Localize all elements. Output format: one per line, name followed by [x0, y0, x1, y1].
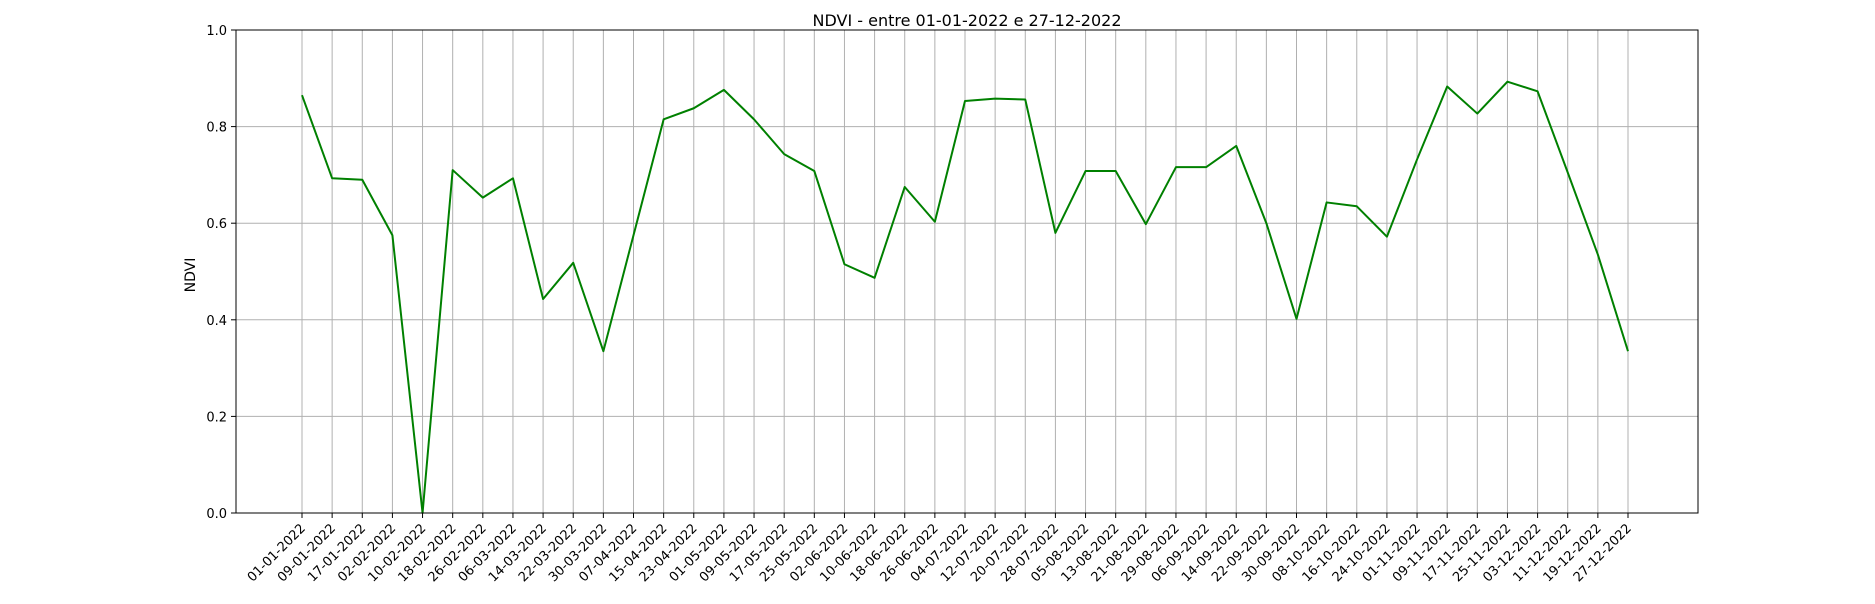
- y-tick-label: 0.0: [206, 507, 227, 522]
- y-tick-label: 0.2: [206, 410, 227, 425]
- series-layer: [301, 80, 1629, 514]
- plot-frame: [235, 29, 1699, 514]
- y-axis-label: NDVI: [183, 258, 199, 293]
- chart-title: NDVI - entre 01-01-2022 e 27-12-2022: [812, 11, 1121, 30]
- y-tick-label: 0.8: [206, 121, 227, 136]
- y-tick-label: 0.6: [206, 217, 227, 232]
- y-tick-label: 1.0: [206, 24, 227, 39]
- ndvi-series-line: [301, 80, 1629, 514]
- y-ticks: 0.0 0.2 0.4 0.6 0.8 1.0: [206, 24, 236, 522]
- x-ticks: 01-01-202209-01-202217-01-202202-02-2022…: [245, 513, 1635, 585]
- grid-layer: [236, 29, 1698, 514]
- y-tick-label: 0.4: [206, 314, 227, 329]
